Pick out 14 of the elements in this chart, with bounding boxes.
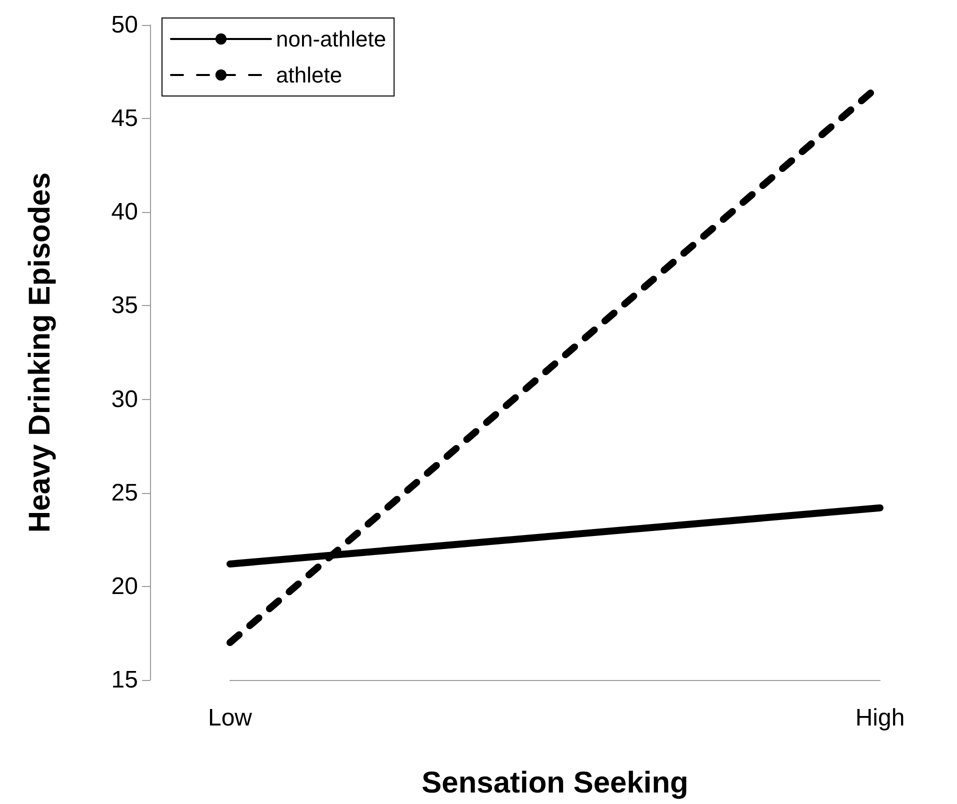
y-tick-label: 35 xyxy=(111,292,138,320)
y-tick-label: 40 xyxy=(111,198,138,226)
y-tick-label: 50 xyxy=(111,12,138,38)
legend-label: non-athlete xyxy=(276,26,386,52)
y-tick-label: 30 xyxy=(111,386,138,413)
y-tick-label: 25 xyxy=(111,479,138,506)
x-axis-title: Sensation Seeking xyxy=(422,766,688,800)
legend-label: athlete xyxy=(276,62,342,88)
y-axis-title: Heavy Drinking Episodes xyxy=(24,172,56,533)
x-tick-label: High xyxy=(855,704,905,732)
y-tick-label: 15 xyxy=(111,666,138,694)
y-tick-label: 45 xyxy=(111,105,138,132)
y-tick-label: 20 xyxy=(111,572,138,600)
x-tick-label: Low xyxy=(208,704,253,732)
